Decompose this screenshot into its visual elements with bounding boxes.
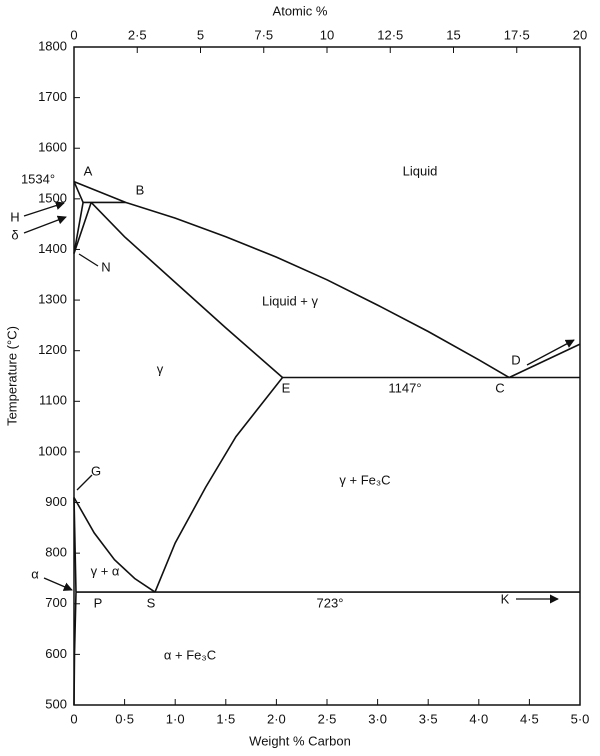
x-tick-label: 2·0	[267, 711, 286, 726]
phase-boundary	[73, 202, 92, 254]
y-tick-label: 1100	[39, 393, 67, 408]
y-tick-label: 800	[45, 545, 67, 560]
arrow	[23, 201, 65, 217]
phase-boundary	[90, 201, 284, 379]
x-tick-label: 0·5	[115, 711, 134, 726]
y-tick-label: 1700	[38, 89, 67, 104]
annotation: 1534°	[21, 171, 55, 186]
annotation: γ	[157, 361, 164, 376]
y-tick-label: 500	[45, 696, 67, 711]
x-tick-label: 0	[70, 711, 77, 726]
x2-tick-label: 2·5	[128, 27, 147, 42]
annotation: P	[94, 595, 103, 610]
phase-boundary	[73, 202, 84, 254]
y-tick-label: 1400	[38, 241, 67, 256]
arrow	[526, 339, 575, 366]
phase-boundary	[73, 497, 77, 593]
phase-boundary	[73, 181, 84, 203]
annotation: α + Fe₃C	[164, 647, 216, 662]
x2-tick-label: 17·5	[504, 27, 530, 42]
annotation: B	[136, 182, 145, 197]
x-tick-label: 3·5	[419, 711, 438, 726]
phase-boundary	[508, 343, 581, 379]
annotation: K	[501, 591, 510, 606]
y-tick-label: 700	[45, 595, 67, 610]
y-axis-label: Temperature (°C)	[4, 326, 19, 426]
y-tick-label: 600	[45, 646, 67, 661]
x-tick-label: 2·5	[318, 711, 337, 726]
annotation: Liquid	[403, 163, 438, 178]
annotation: S	[147, 595, 156, 610]
annotation: D	[511, 352, 520, 367]
annotation: N	[101, 259, 110, 274]
phase-boundary	[154, 377, 284, 593]
y-tick-label: 1800	[38, 38, 67, 53]
annotation: 1147°	[388, 380, 421, 395]
annotation: δ	[11, 227, 18, 242]
x2-tick-label: 15	[446, 27, 460, 42]
annotation: H	[10, 209, 19, 224]
x2-tick-label: 0	[70, 27, 77, 42]
x-tick-label: 4·0	[469, 711, 488, 726]
x2-tick-label: 7·5	[254, 27, 273, 42]
y-tick-label: 1300	[38, 292, 67, 307]
y-tick-label: 1200	[38, 342, 67, 357]
x2-tick-label: 12·5	[377, 27, 403, 42]
x-tick-label: 1·5	[216, 711, 235, 726]
phase-boundary	[73, 497, 156, 593]
x-tick-label: 5·0	[571, 711, 590, 726]
y-tick-label: 900	[45, 494, 67, 509]
annotation: γ + α	[91, 563, 120, 578]
x-tick-label: 4·5	[520, 711, 539, 726]
y-tick-label: 1000	[38, 443, 67, 458]
annotation: 723°	[317, 595, 344, 610]
arrow	[23, 215, 67, 234]
x-tick-label: 1·0	[166, 711, 185, 726]
top-axis-label: Atomic %	[273, 3, 328, 18]
pointer	[78, 253, 99, 267]
arrow	[43, 577, 73, 591]
annotation: A	[84, 163, 93, 178]
y-tick-label: 1600	[38, 140, 67, 155]
x2-tick-label: 20	[573, 27, 587, 42]
annotation: E	[282, 380, 291, 395]
phase-boundary	[73, 592, 77, 706]
phase-boundary	[73, 180, 510, 379]
pointer	[76, 474, 93, 491]
x2-tick-label: 10	[320, 27, 334, 42]
annotation: γ + Fe₃C	[339, 472, 390, 487]
x-axis-label: Weight % Carbon	[249, 733, 351, 748]
annotation: Liquid + γ	[262, 293, 319, 308]
x2-tick-label: 5	[197, 27, 204, 42]
y-tick-label: 1500	[38, 190, 67, 205]
annotation: C	[495, 380, 504, 395]
annotation: G	[91, 463, 101, 478]
x-tick-label: 3·0	[368, 711, 387, 726]
arrows	[23, 201, 575, 604]
annotation: α	[31, 566, 39, 581]
